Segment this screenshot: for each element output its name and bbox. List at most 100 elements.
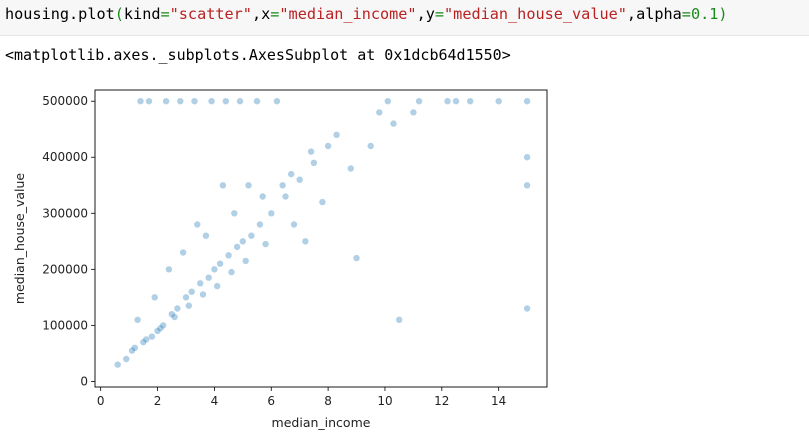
- scatter-points: [114, 98, 531, 368]
- code-comma-3: ,: [626, 5, 637, 23]
- scatter-point: [171, 313, 178, 321]
- scatter-point: [410, 109, 417, 116]
- scatter-point: [205, 274, 212, 281]
- scatter-point: [324, 142, 332, 150]
- scatter-point: [128, 347, 136, 354]
- scatter-point: [253, 98, 261, 105]
- code-close-paren: ): [718, 5, 728, 23]
- scatter-point: [222, 98, 229, 105]
- scatter-point: [262, 240, 269, 248]
- scatter-point: [415, 98, 423, 105]
- scatter-point: [444, 98, 451, 105]
- scatter-point: [182, 294, 190, 301]
- scatter-point: [216, 260, 224, 267]
- scatter-point: [160, 322, 167, 329]
- code-eq-2: =: [270, 5, 280, 23]
- scatter-point: [208, 98, 215, 105]
- scatter-point: [268, 210, 275, 217]
- scatter-point: [228, 268, 235, 276]
- code-dot: .: [69, 5, 79, 23]
- scatter-point: [467, 98, 474, 105]
- x-tick-label: 4: [211, 394, 219, 408]
- x-tick-label: 8: [324, 394, 332, 408]
- scatter-point: [145, 98, 153, 105]
- scatter-point: [302, 238, 309, 245]
- code-val-alpha: 0.1: [690, 5, 719, 23]
- code-comma-2: ,: [416, 5, 426, 23]
- scatter-point: [288, 170, 295, 178]
- scatter-point: [219, 182, 227, 189]
- scatter-point: [137, 98, 144, 105]
- y-tick-label: 300000: [42, 206, 88, 220]
- scatter-point: [242, 257, 249, 265]
- scatter-plot: 0 2 4 6 8 10 12 14 0 100000 200000 300000 400000 500…: [12, 89, 548, 430]
- scatter-point: [396, 316, 403, 323]
- scatter-point: [179, 249, 187, 256]
- code-fn: plot: [78, 5, 115, 23]
- scatter-point: [307, 148, 315, 155]
- scatter-point: [273, 98, 281, 105]
- scatter-point: [256, 221, 264, 228]
- scatter-point: [143, 336, 150, 343]
- code-obj: housing: [5, 5, 70, 23]
- scatter-point: [174, 305, 181, 312]
- y-tick-label: 200000: [42, 262, 88, 276]
- scatter-point: [165, 266, 173, 273]
- scatter-point: [353, 254, 360, 262]
- scatter-point: [523, 182, 531, 189]
- x-tick-label: 14: [491, 394, 506, 408]
- scatter-point: [259, 193, 266, 200]
- scatter-point: [523, 305, 531, 312]
- scatter-point: [214, 282, 221, 290]
- scatter-point: [154, 327, 161, 335]
- x-tick-label: 2: [154, 394, 162, 408]
- scatter-point: [225, 252, 232, 259]
- code-line[interactable]: housing.plot(kind="scatter",x="median_in…: [5, 5, 728, 23]
- scatter-point: [131, 344, 138, 351]
- x-tick-label: 12: [434, 394, 449, 408]
- scatter-point: [185, 302, 192, 309]
- scatter-point: [319, 198, 326, 206]
- scatter-point: [202, 232, 210, 239]
- scatter-point: [310, 159, 318, 166]
- code-val-y: "median_house_value": [444, 5, 627, 23]
- scatter-point: [168, 311, 175, 318]
- scatter-point: [197, 280, 204, 287]
- y-tick-label: 0: [80, 374, 88, 388]
- scatter-point: [194, 221, 201, 228]
- scatter-point: [333, 131, 340, 138]
- code-eq-3: =: [434, 5, 445, 23]
- scatter-point: [296, 176, 303, 183]
- scatter-point: [233, 243, 241, 251]
- code-eq-4: =: [681, 5, 691, 23]
- x-ticks: 0 2 4 6 8 10 12 14: [97, 387, 506, 408]
- scatter-point: [282, 193, 289, 200]
- scatter-point: [347, 165, 354, 172]
- code-val-kind: "scatter": [169, 5, 252, 23]
- scatter-point: [177, 98, 184, 105]
- scatter-point: [151, 294, 158, 301]
- y-axis-label: median_house_value: [12, 173, 27, 305]
- scatter-point: [231, 210, 238, 217]
- scatter-point: [162, 98, 170, 105]
- scatter-point: [390, 120, 397, 127]
- y-tick-label: 400000: [42, 150, 88, 164]
- scatter-point: [523, 154, 531, 161]
- scatter-point: [123, 355, 130, 363]
- scatter-point: [279, 182, 286, 189]
- code-comma-1: ,: [251, 5, 262, 23]
- axes-frame: [94, 89, 548, 388]
- code-kw-x: x: [261, 5, 271, 23]
- y-ticks: 0 100000 200000 300000 400000 500000: [42, 94, 95, 388]
- scatter-point: [134, 316, 141, 323]
- code-kw-y: y: [425, 5, 435, 23]
- scatter-point: [188, 288, 195, 295]
- y-tick-label: 500000: [42, 94, 88, 108]
- scatter-point: [157, 325, 164, 332]
- scatter-point: [239, 238, 246, 245]
- x-tick-label: 6: [267, 394, 275, 408]
- code-cell[interactable]: housing.plot(kind="scatter",x="median_in…: [0, 0, 809, 36]
- code-open-paren: (: [114, 5, 124, 23]
- x-tick-label: 10: [377, 394, 392, 408]
- scatter-point: [248, 232, 255, 239]
